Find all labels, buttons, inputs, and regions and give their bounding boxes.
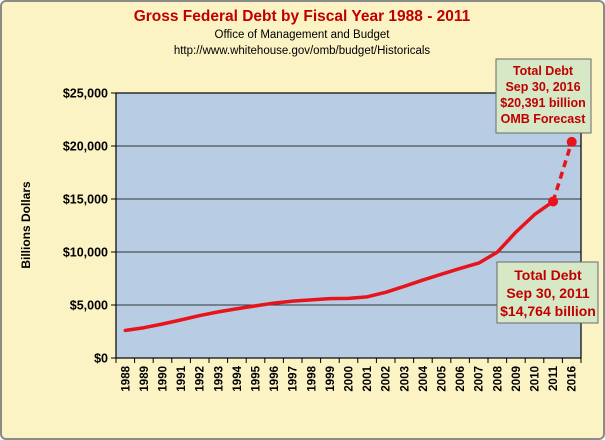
point-2011 <box>548 196 559 207</box>
forecast-series-line <box>551 141 574 203</box>
callout-2016-line-4: OMB Forecast <box>501 112 587 126</box>
chart-subtitle-1: Office of Management and Budget <box>215 29 391 41</box>
callout-2016-box <box>495 58 592 134</box>
y-tick-label: $5,000 <box>70 299 108 313</box>
x-tick-label: 2004 <box>418 365 430 391</box>
callout-2011-line-3: $14,764 billion <box>500 303 596 319</box>
y-tick-label: $15,000 <box>63 193 108 207</box>
x-axis-ticks: 1988 1989 1990 1991 1992 1993 1994 1995 1996 1997… <box>115 358 582 392</box>
x-tick-label: 2002 <box>381 366 393 392</box>
x-tick-label: 1992 <box>195 366 207 392</box>
x-tick-label: 1993 <box>213 366 225 392</box>
x-tick-label: 2009 <box>511 366 523 392</box>
x-tick-label: 1999 <box>325 366 337 392</box>
debt-series-line <box>123 199 555 333</box>
x-tick-label: 2011 <box>548 365 560 391</box>
gridlines <box>116 145 581 306</box>
callout-2016-line-2: Sep 30, 2016 <box>505 80 580 94</box>
y-axis-ticks: $0 $5,000 $10,000 $15,000 $20,000 $25,000 <box>63 87 116 366</box>
x-tick-label: 2016 <box>567 366 579 392</box>
x-tick-label: 1998 <box>306 365 318 391</box>
x-tick-label: 2006 <box>455 366 467 392</box>
point-2016 <box>566 136 577 147</box>
x-tick-label: 1989 <box>139 366 151 392</box>
x-tick-label: 1995 <box>251 365 263 391</box>
y-tick-label: $20,000 <box>63 140 108 154</box>
x-tick-label: 1988 <box>120 365 132 391</box>
callout-2016-line-3: $20,391 billion <box>500 96 585 110</box>
x-tick-label: 1994 <box>232 365 244 391</box>
y-tick-label: $25,000 <box>63 87 108 101</box>
series-layer <box>123 141 574 333</box>
x-tick-label: 2005 <box>437 365 449 391</box>
x-tick-label: 2008 <box>492 365 504 391</box>
x-tick-label: 2001 <box>362 365 374 391</box>
x-tick-label: 1991 <box>176 365 188 391</box>
x-tick-label: 2010 <box>530 366 542 392</box>
x-tick-label: 1996 <box>269 366 281 392</box>
chart-title: Gross Federal Debt by Fiscal Year 1988 -… <box>134 8 471 25</box>
x-tick-label: 1990 <box>158 366 170 392</box>
x-tick-label: 2000 <box>344 366 356 392</box>
y-tick-label: $10,000 <box>63 246 108 260</box>
x-tick-label: 1997 <box>288 366 300 392</box>
y-tick-label: $0 <box>94 352 108 366</box>
callout-2011: Total Debt Sep 30, 2011 $14,764 billion <box>496 261 599 324</box>
points-layer <box>548 136 577 207</box>
x-tick-label: 2007 <box>474 366 486 392</box>
callout-2016-line-1: Total Debt <box>513 64 574 78</box>
y-axis-label: Billions Dollars <box>19 181 33 269</box>
callout-2016: Total Debt Sep 30, 2016 $20,391 billion … <box>495 58 592 134</box>
x-tick-label: 2003 <box>399 366 411 392</box>
callout-2011-box <box>496 261 599 324</box>
callout-2011-line-2: Sep 30, 2011 <box>506 285 590 301</box>
chart-subtitle-2: http://www.whitehouse.gov/omb/budget/His… <box>174 45 431 57</box>
callout-2011-line-1: Total Debt <box>514 267 582 283</box>
